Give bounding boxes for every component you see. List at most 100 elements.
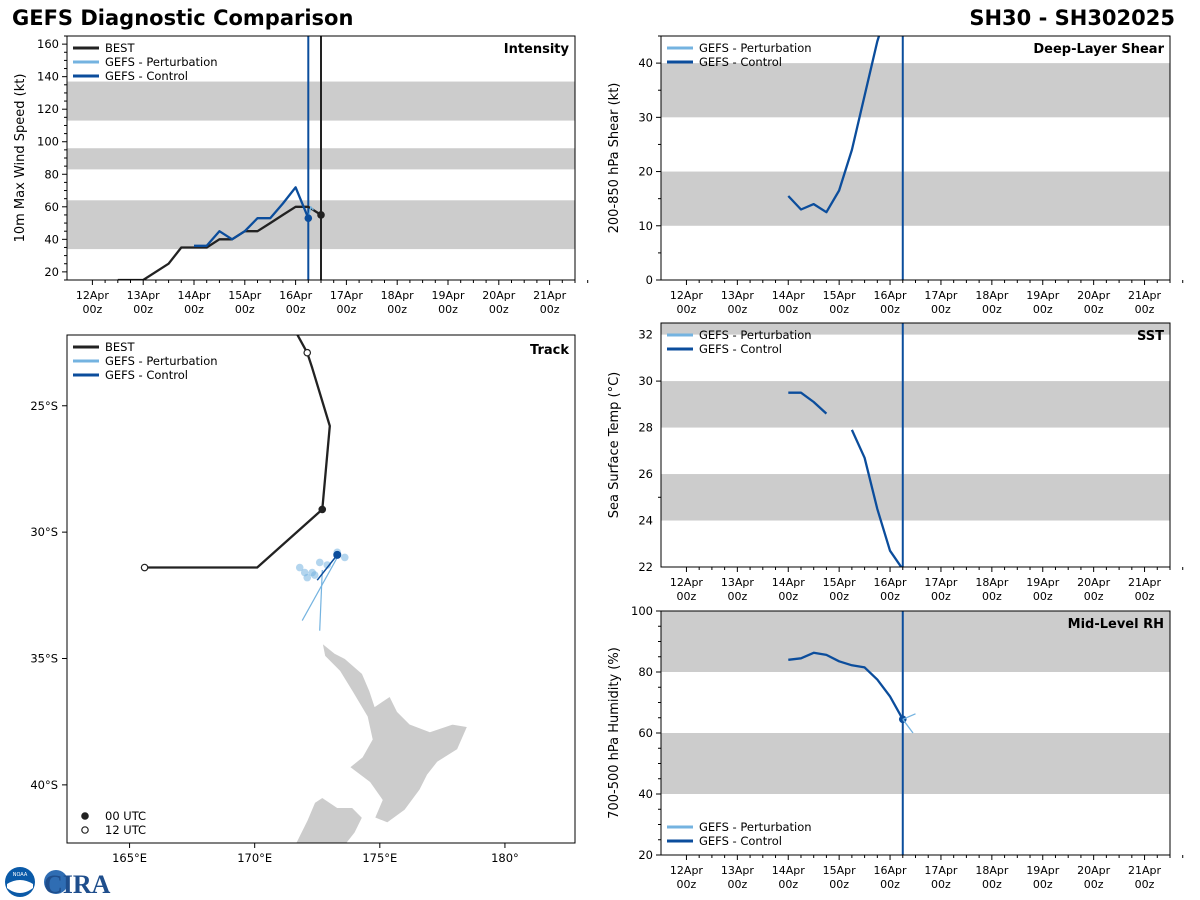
marker-legend-label: 12 UTC — [105, 823, 146, 837]
sst-control-line — [788, 391, 828, 415]
y-tick-label: 100 — [37, 135, 59, 149]
x-tick-label-hour: 00z — [982, 878, 1002, 891]
x-tick-label-date: 21Apr — [1128, 289, 1162, 302]
rh-panel-title: Mid-Level RH — [1068, 617, 1164, 632]
x-tick-label-hour: 00z — [1033, 303, 1053, 316]
land-mass — [321, 642, 468, 824]
x-tick-label-hour: 00z — [286, 303, 306, 316]
control-track-point — [333, 550, 342, 559]
y-tick-label: 40 — [638, 787, 653, 801]
x-tick-label-hour: 00z — [727, 303, 747, 316]
perturbation-track-point — [340, 553, 349, 562]
y-tick-label: 40 — [638, 56, 653, 70]
legend-label-perturbation: GEFS - Perturbation — [699, 820, 812, 834]
x-tick-label-hour: 00z — [880, 590, 900, 603]
marker-legend-label: 00 UTC — [105, 809, 146, 823]
x-tick-label-hour: 00z — [1033, 590, 1053, 603]
y-tick-label: 40 — [44, 232, 59, 246]
x-tick-label-hour: 00z — [1084, 590, 1104, 603]
x-tick-label-date: 13Apr — [721, 576, 755, 589]
x-tick-label-date: 18Apr — [975, 864, 1009, 877]
x-tick-label-date: 13Apr — [127, 289, 161, 302]
sst-plot-area — [661, 323, 1170, 567]
perturbation-track-point — [310, 571, 319, 579]
y-tick-label: 160 — [37, 37, 59, 51]
sst-panel: 22242628303212Apr00z13Apr00z14Apr00z15Ap… — [607, 322, 1184, 603]
y-tick-label: 20 — [638, 165, 653, 179]
x-tick-label-hour: 00z — [931, 303, 951, 316]
marker-legend-swatch — [81, 826, 89, 834]
x-tick-label-date: 15Apr — [823, 864, 857, 877]
x-tick-label-date: 17Apr — [924, 289, 958, 302]
perturbation-track-point — [323, 561, 332, 569]
figure-title: GEFS Diagnostic Comparison — [12, 6, 354, 30]
intensity-band — [661, 63, 1170, 118]
x-tick-label-hour: 00z — [1135, 303, 1155, 316]
x-tick-label-date: 13Apr — [721, 864, 755, 877]
intensity-y-axis-label: 10m Max Wind Speed (kt) — [13, 74, 28, 243]
x-tick-label-date: 18Apr — [381, 289, 415, 302]
intensity-control-line — [194, 186, 310, 247]
x-tick-label-date: 16Apr — [874, 576, 908, 589]
rh-y-axis-label: 700-500 hPa Humidity (%) — [607, 647, 622, 819]
shear-y-axis-label: 200-850 hPa Shear (kt) — [607, 83, 622, 234]
x-tick-label-date: 19Apr — [1026, 864, 1060, 877]
rh-perturbation-line — [902, 718, 914, 734]
intensity-band — [661, 323, 1170, 335]
lon-tick-label: 170°E — [237, 851, 272, 865]
x-tick-label-hour: 00z — [1033, 878, 1053, 891]
legend-label-best: BEST — [105, 41, 135, 55]
best-track-point — [140, 563, 149, 572]
globe-icon — [44, 870, 68, 894]
lon-tick-label: 165°E — [112, 851, 147, 865]
x-tick-label-date: 19Apr — [1026, 576, 1060, 589]
x-tick-label-hour: 00z — [778, 878, 798, 891]
x-tick-label-date: 21Apr — [533, 289, 567, 302]
x-tick-label-date: 12Apr — [76, 289, 110, 302]
x-tick-label-hour: 00z — [880, 303, 900, 316]
x-tick-label-date: 20Apr — [1077, 576, 1111, 589]
intensity-best-point — [317, 211, 325, 219]
y-tick-label: 80 — [638, 665, 653, 679]
control-track-line — [316, 554, 338, 581]
intensity-band — [661, 474, 1170, 521]
x-tick-label-date: 12Apr — [670, 289, 704, 302]
x-tick-label-hour: 00z — [829, 303, 849, 316]
x-tick-label-date: 20Apr — [482, 289, 516, 302]
legend-label-perturbation: GEFS - Perturbation — [105, 354, 218, 368]
storm-id: SH30 - SH302025 — [969, 6, 1175, 30]
y-tick-label: 100 — [631, 604, 653, 618]
perturbation-track-point — [303, 573, 312, 582]
legend-label-perturbation: GEFS - Perturbation — [105, 55, 218, 69]
logo-text: CIRA — [44, 870, 111, 898]
noaa-seal-icon: NOAA — [5, 867, 35, 897]
x-tick-label-date: 21Apr — [1128, 864, 1162, 877]
y-tick-label: 140 — [37, 70, 59, 84]
intensity-plot-area — [67, 36, 575, 280]
x-tick-label-hour: 00z — [1084, 303, 1104, 316]
y-tick-label: 28 — [638, 421, 653, 435]
legend-label-best: BEST — [105, 340, 135, 354]
y-tick-label: 20 — [44, 265, 59, 279]
x-tick-label-hour: 00z — [1135, 590, 1155, 603]
x-tick-label-date: 13Apr — [721, 289, 755, 302]
sst-frame — [660, 322, 1171, 568]
x-tick-label-hour: 00z — [1135, 878, 1155, 891]
x-tick-label-hour: 00z — [184, 303, 204, 316]
cira-logo: NOAA CIRA — [5, 867, 111, 898]
x-tick-label-date: 12Apr — [670, 576, 704, 589]
rh-panel: 2040608010012Apr00z13Apr00z14Apr00z15Apr… — [607, 604, 1184, 891]
rh-control-line — [788, 651, 904, 720]
y-tick-label: 30 — [638, 374, 653, 388]
sst-control-line — [850, 429, 903, 567]
seal-text: NOAA — [13, 872, 28, 878]
intensity-band — [661, 381, 1170, 428]
y-tick-label: 30 — [638, 110, 653, 124]
x-tick-label-hour: 00z — [880, 878, 900, 891]
land-mass — [295, 797, 363, 843]
x-tick-label-date: 19Apr — [431, 289, 465, 302]
sst-panel-title: SST — [1137, 329, 1164, 344]
x-tick-label-hour: 00z — [387, 303, 407, 316]
x-tick-label-hour: 00z — [677, 878, 697, 891]
